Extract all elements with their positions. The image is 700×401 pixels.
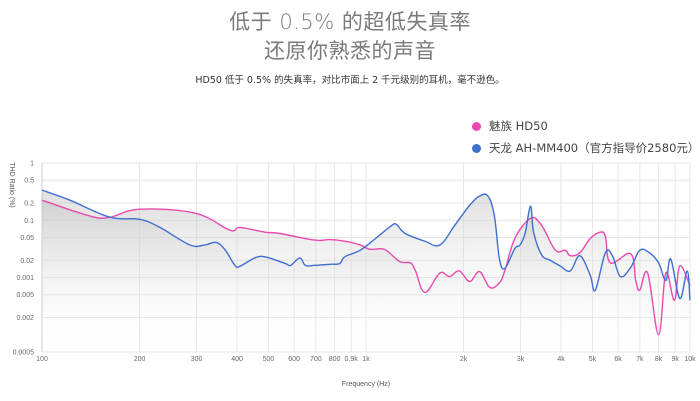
subtitle: HD50 低于 0.5% 的失真率，对比市面上 2 千元级别的耳机，毫不逊色。 [195,75,505,86]
x-tick-label: 6k [614,356,622,363]
y-tick-label: 0.1 [24,218,34,225]
legend-item-hd50[interactable]: 魅族 HD50 [472,118,548,134]
y-tick-label: 1 [30,161,34,168]
x-tick-label: 100 [36,356,48,363]
headline-line-2: 还原你熟悉的声音 [264,39,436,63]
legend-dot-icon [472,143,481,153]
x-tick-label: 1k [362,356,370,363]
y-tick-label: 0.001 [16,275,34,282]
x-tick-label: 800 [329,356,341,363]
legend-dot-icon [472,121,481,131]
legend-label: 天龙 AH-MM400（官方指导价2580元） [489,141,700,155]
x-tick-label: 500 [263,356,275,363]
x-axis-title: Frequency (Hz) [342,381,390,388]
y-tick-label: 0.005 [16,292,34,299]
legend-label: 魅族 HD50 [489,119,548,133]
legend-item-ah-mm400[interactable]: 天龙 AH-MM400（官方指导价2580元） [472,140,699,156]
series-line-1 [41,189,691,301]
y-tick-label: 0.002 [16,315,34,322]
y-tick-label: 0.02 [20,258,34,265]
x-tick-label: 2k [460,356,468,363]
x-tick-label: 7k [636,356,644,363]
x-tick-label: 0.9k [345,356,359,363]
x-tick-label: 600 [288,356,300,363]
x-tick-label: 8k [655,356,663,363]
x-tick-label: 4k [557,356,565,363]
x-tick-label: 5k [589,356,597,363]
y-tick-label: 0.2 [24,201,34,208]
y-axis-title: THD Ratio (%) [8,162,15,208]
x-tick-label: 700 [310,356,322,363]
y-tick-label: 0.05 [20,235,34,242]
x-tick-label: 200 [134,356,146,363]
x-tick-label: 10k [684,356,696,363]
x-tick-label: 400 [231,356,243,363]
headline-line-1: 低于 0.5% 的超低失真率 [229,10,471,34]
x-tick-label: 9k [671,356,679,363]
series-area-1 [42,190,690,352]
series-line-0 [41,199,691,336]
y-tick-label: 0.5 [24,178,34,185]
x-tick-label: 300 [191,356,203,363]
y-tick-label: 0.0005 [13,350,35,357]
x-tick-label: 3k [517,356,525,363]
